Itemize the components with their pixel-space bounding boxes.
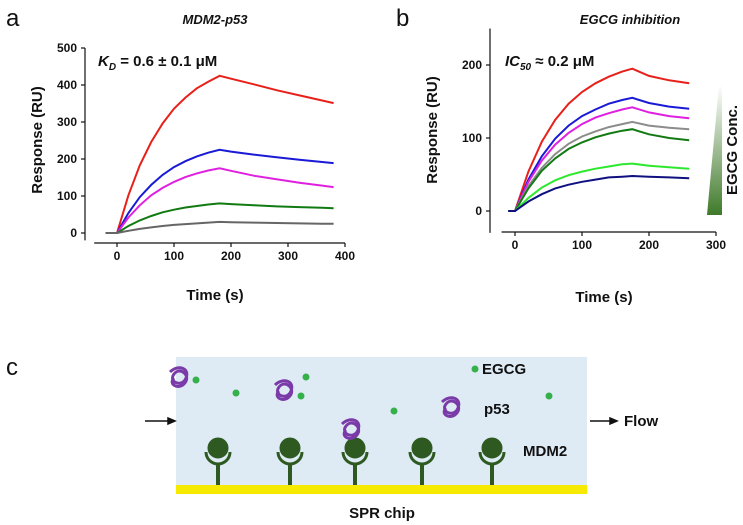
y-tick-label: 200 [462,58,482,72]
p53-label: p53 [484,401,510,418]
y-tick-label: 400 [57,78,77,92]
annotation-value: ≈ 0.2 μM [531,53,594,70]
annotation: IC50 ≈ 0.2 μM [505,53,594,73]
panel-label: b [396,5,409,32]
series-line [105,202,334,234]
x-tick-label: 200 [639,238,659,252]
y-tick-label: 200 [57,152,77,166]
panel-label: c [6,354,18,381]
y-tick-label: 0 [70,226,77,240]
annotation-subscript: 50 [520,62,532,73]
annotation-symbol: K [98,53,110,70]
chart-title: MDM2-p53 [182,12,248,27]
series-line [508,162,690,212]
y-tick-label: 100 [57,189,77,203]
flow-cell [176,357,587,485]
mdm2-receptors [204,437,506,485]
chip-surface [176,485,587,494]
egcg-label: EGCG [482,361,526,378]
y-axis-title: Response (RU) [29,86,46,194]
x-tick-label: 300 [278,249,298,263]
series-line [508,106,690,212]
series-line [508,174,690,212]
series-line [105,220,334,234]
x-tick-label: 200 [221,249,241,263]
x-tick-label: 0 [512,238,519,252]
x-axis-title: Time (s) [575,289,632,306]
x-tick-label: 100 [164,249,184,263]
annotation-value: = 0.6 ± 0.1 μM [116,53,217,70]
annotation-subscript: D [109,62,116,73]
flow-label: Flow [624,413,658,430]
series-line [508,128,690,212]
panel-label: a [6,5,20,32]
annotation: KD = 0.6 ± 0.1 μM [98,53,217,73]
concentration-wedge [707,85,722,215]
series-line [508,67,690,212]
y-axis-title: Response (RU) [424,76,441,184]
chart-title: EGCG inhibition [580,12,680,27]
y-tick-label: 0 [475,204,482,218]
chip-label: SPR chip [349,505,415,522]
annotation-symbol: IC [505,53,521,70]
p53-proteins [168,366,461,440]
diagram: c SPR chip Flow MDM2 EGCG p53 [6,354,658,522]
y-tick-label: 300 [57,115,77,129]
y-tick-label: 100 [462,131,482,145]
side-label: EGCG Conc. [724,105,741,195]
series-line [105,74,334,234]
x-axis-title: Time (s) [186,287,243,304]
series-line [105,167,334,234]
x-tick-label: 300 [706,238,726,252]
x-tick-label: 0 [114,249,121,263]
series-line [508,120,690,212]
flow-arrows [145,416,619,426]
egcg-molecules [192,365,553,415]
series-line [105,148,334,234]
mdm2-label: MDM2 [523,443,567,460]
series-line [508,96,690,212]
x-tick-label: 400 [335,249,355,263]
y-tick-label: 500 [57,41,77,55]
x-tick-label: 100 [572,238,592,252]
